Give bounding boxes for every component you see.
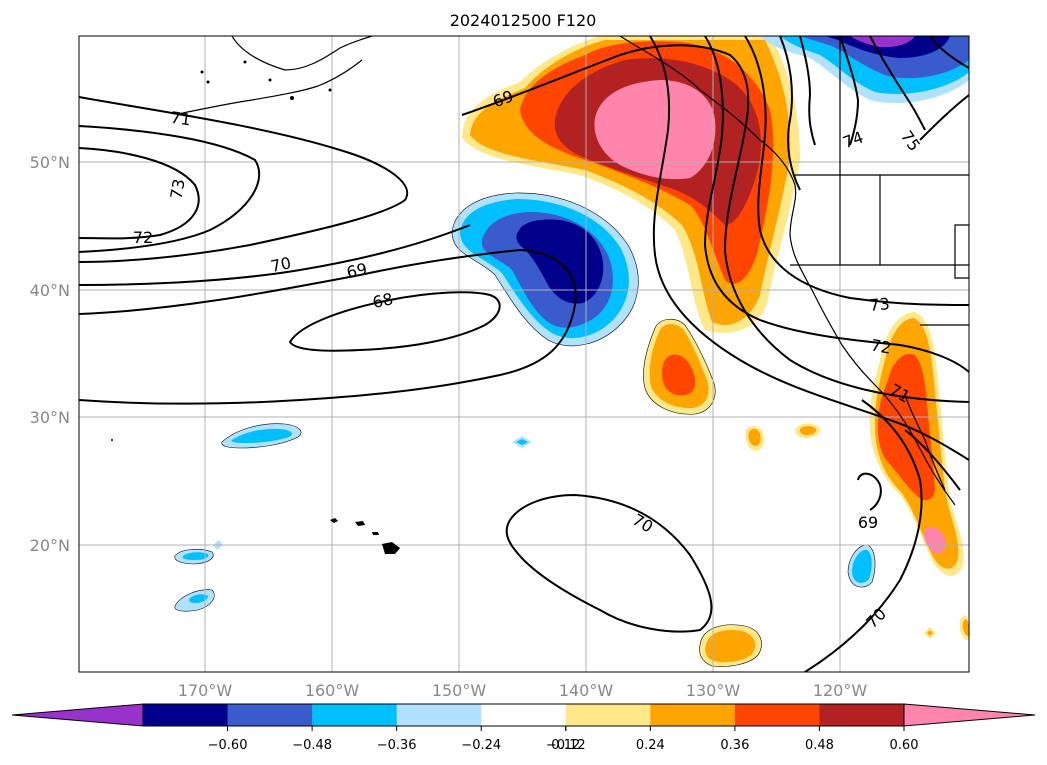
colorbar-segment-n048 [227, 704, 313, 726]
colorbar-frame [142, 703, 905, 727]
map-title: 2024012500 F120 [450, 11, 597, 30]
negative-anomaly-northeast [760, 36, 969, 104]
contour-label: 73 [869, 294, 891, 315]
islands [111, 60, 400, 554]
positive-anomaly-gulf-of-alaska [462, 36, 800, 333]
colorbar-tick-label: −0.36 [377, 738, 417, 753]
lat-label-30n: 30°N [30, 408, 70, 427]
lat-label-50n: 50°N [30, 153, 70, 172]
colorbar-tick-label: −0.24 [461, 738, 501, 753]
contour-label: 73 [166, 177, 188, 200]
colorbar-tick-label: 0.24 [636, 738, 665, 753]
negative-anomaly-small-blobs [174, 423, 876, 612]
lon-label-120w: 120°W [813, 681, 868, 700]
lat-label-40n: 40°N [30, 281, 70, 300]
colorbar-segments [143, 704, 905, 726]
colorbar-tick-label: 0.36 [720, 738, 749, 753]
colorbar-tick-label: −0.60 [208, 738, 248, 753]
contour-label: 69 [858, 513, 878, 532]
shading-outlines [174, 192, 876, 667]
colorbar-tick-label: 0.12 [551, 738, 580, 753]
lon-label-160w: 160°W [305, 681, 360, 700]
colorbar-tick-label: 0.48 [805, 738, 834, 753]
longitude-labels: 170°W 160°W 150°W 140°W 130°W 120°W [178, 681, 868, 700]
map-content: 71 73 72 70 69 68 69 74 75 73 72 71 69 7… [79, 36, 969, 672]
colorbar-over-triangle [903, 703, 1036, 727]
colorbar-segment-p012 [565, 704, 651, 726]
lon-label-140w: 140°W [559, 681, 614, 700]
colorbar-segment-p024 [650, 704, 736, 726]
colorbar-tick-label: 0.60 [890, 738, 919, 753]
colorbar-segment-n060 [143, 704, 229, 726]
map-frame [78, 35, 970, 673]
colorbar-segment-n036 [312, 704, 398, 726]
gridlines [79, 36, 969, 672]
height-contours [79, 36, 969, 672]
colorbar-tick-label: −0.48 [292, 738, 332, 753]
lat-label-20n: 20°N [30, 536, 70, 555]
lon-label-150w: 150°W [432, 681, 487, 700]
colorbar-tick-label: −0.12 [546, 738, 586, 753]
colorbar-segment-p048 [819, 704, 905, 726]
colorbar-ticks: −0.60 −0.48 −0.36 −0.24 −0.120.12 0.24 0.36 0.4… [208, 726, 919, 753]
colorbar-segment-n024 [396, 704, 482, 726]
colorbar-segment-p036 [734, 704, 820, 726]
contour-label: 72 [133, 228, 153, 247]
negative-anomaly-central-pacific [452, 192, 639, 346]
colorbar-under-triangle [11, 703, 144, 727]
colorbar: −0.60 −0.48 −0.36 −0.24 −0.120.12 0.24 0.36 0.4… [11, 703, 1036, 753]
contour-label: 70 [269, 253, 293, 276]
contour-label: 69 [345, 259, 369, 282]
positive-anomaly-small-blobs [643, 319, 969, 667]
contour-label: 71 [169, 108, 192, 130]
coastlines [177, 36, 969, 506]
contour-label: 72 [869, 335, 892, 357]
colorbar-segment-zero [481, 704, 567, 726]
latitude-labels: 50°N 40°N 30°N 20°N [30, 153, 70, 555]
lon-label-170w: 170°W [178, 681, 233, 700]
lon-label-130w: 130°W [686, 681, 741, 700]
contour-label: 68 [371, 289, 395, 312]
